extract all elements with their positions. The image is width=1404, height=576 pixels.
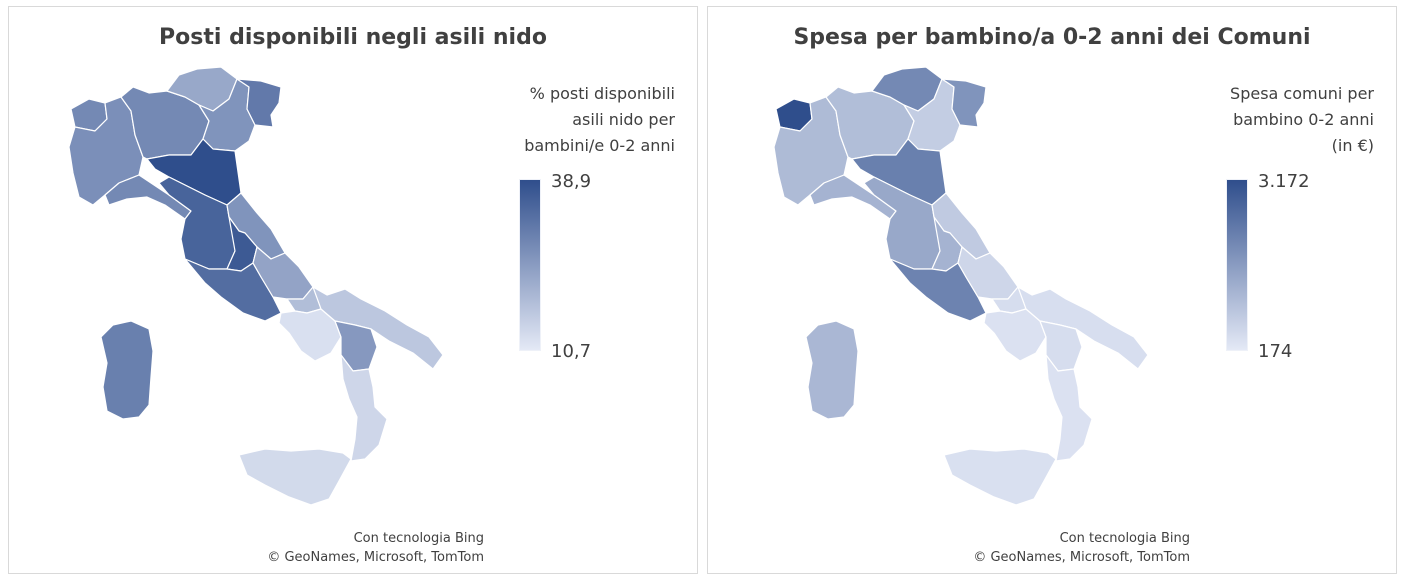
legend-max-label: 3.172 xyxy=(1258,171,1310,192)
legend-title: % posti disponibili asili nido per bambi… xyxy=(475,81,675,159)
region-sardegna xyxy=(100,320,154,420)
map-panel-left: Posti disponibili negli asili nido % pos… xyxy=(8,6,698,574)
region-piemonte xyxy=(773,96,849,206)
map-panel-right: Spesa per bambino/a 0-2 anni dei Comuni … xyxy=(707,6,1397,574)
region-piemonte xyxy=(68,96,144,206)
legend-title-line: % posti disponibili xyxy=(529,84,675,103)
legend-title-line: asili nido per xyxy=(572,110,675,129)
legend-min-label: 10,7 xyxy=(551,341,592,362)
region-sicilia xyxy=(238,448,352,506)
map-title: Posti disponibili negli asili nido xyxy=(159,25,547,50)
credit-line: © GeoNames, Microsoft, TomTom xyxy=(973,550,1190,565)
credit-line: Con tecnologia Bing xyxy=(1059,531,1190,546)
map-credit: Con tecnologia Bing © GeoNames, Microsof… xyxy=(164,529,484,567)
legend-color-scale xyxy=(1226,179,1248,351)
credit-line: Con tecnologia Bing xyxy=(353,531,484,546)
credit-line: © GeoNames, Microsoft, TomTom xyxy=(267,550,484,565)
region-sardegna xyxy=(805,320,859,420)
map-credit: Con tecnologia Bing © GeoNames, Microsof… xyxy=(870,529,1190,567)
legend-title-line: bambino 0-2 anni xyxy=(1233,110,1374,129)
legend-title: Spesa comuni per bambino 0-2 anni (in €) xyxy=(1174,81,1374,159)
region-friuli-venezia-giulia xyxy=(236,78,282,128)
region-campania xyxy=(278,308,342,362)
choropleth-map xyxy=(68,66,444,506)
legend-title-line: bambini/e 0-2 anni xyxy=(524,136,675,155)
legend-title-line: (in €) xyxy=(1331,136,1374,155)
map-title: Spesa per bambino/a 0-2 anni dei Comuni xyxy=(793,25,1311,50)
choropleth-map xyxy=(773,66,1149,506)
region-calabria xyxy=(340,354,388,462)
region-calabria xyxy=(1045,354,1093,462)
region-campania xyxy=(983,308,1047,362)
region-sicilia xyxy=(943,448,1057,506)
legend-title-line: Spesa comuni per xyxy=(1230,84,1374,103)
region-friuli-venezia-giulia xyxy=(941,78,987,128)
legend-max-label: 38,9 xyxy=(551,171,592,192)
legend-color-scale xyxy=(519,179,541,351)
legend-min-label: 174 xyxy=(1258,341,1293,362)
